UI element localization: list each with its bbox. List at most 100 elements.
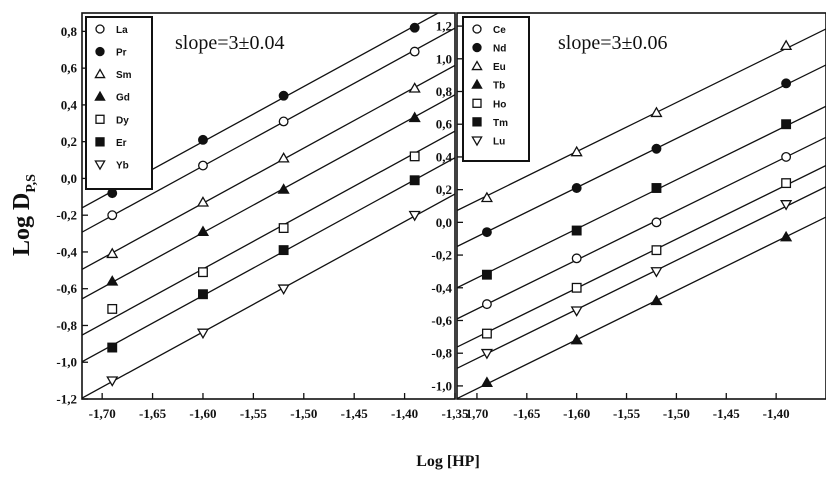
fit-line-ho — [457, 164, 826, 348]
series-ce — [481, 151, 792, 310]
legend-label: Nd — [493, 44, 506, 55]
point-pr — [278, 90, 289, 101]
y-tick-label: 0,2 — [61, 134, 77, 149]
point-lu — [570, 306, 583, 317]
point-lu — [650, 267, 663, 278]
legend-marker-tb — [471, 78, 483, 89]
legend-marker-er — [95, 137, 105, 147]
legend: La Pr Sm Gd Dy Er Yb — [85, 16, 153, 190]
point-la — [198, 160, 208, 171]
legend-marker-la — [95, 24, 105, 34]
point-pr — [198, 134, 208, 145]
series-lu — [480, 200, 793, 360]
y-tick-label: 0,0 — [61, 171, 77, 186]
point-dy — [107, 303, 118, 314]
point-eu — [570, 145, 583, 157]
series-pr — [107, 22, 420, 199]
point-tb — [480, 376, 493, 387]
y-axis-label-subscript: P,S — [24, 174, 39, 193]
point-yb — [277, 284, 290, 295]
legend-marker-eu — [471, 60, 483, 71]
series-tm — [481, 119, 792, 280]
point-er — [278, 245, 289, 256]
point-nd — [481, 227, 492, 238]
x-tick-label: -1,60 — [563, 406, 590, 421]
point-ce — [481, 299, 492, 310]
point-tb — [650, 294, 663, 306]
legend-marker-dy — [95, 114, 105, 124]
fit-line-tb — [457, 216, 826, 399]
legend: Ce Nd Eu Tb Ho Tm Lu — [462, 16, 530, 162]
legend-label: Pr — [116, 48, 127, 59]
legend-marker-ce — [472, 24, 482, 34]
point-lu — [480, 348, 493, 360]
x-tick-label: -1,65 — [139, 406, 167, 421]
y-tick-label: 0,6 — [436, 117, 453, 132]
plot-frame — [81, 12, 456, 400]
legend-marker-ho — [472, 98, 482, 108]
legend-marker-lu — [471, 136, 483, 147]
point-eu — [780, 39, 793, 51]
x-tick-label: -1,60 — [189, 406, 216, 421]
right-panel: -1,0 -0,8 -0,6 -0,4 -0,2 0,0 0,2 0,4 0,6 0,8 1,0 1,… — [431, 12, 826, 421]
point-la — [409, 46, 420, 57]
x-tick-label: 1,70 — [466, 406, 489, 421]
y-tick-label: -0,2 — [56, 208, 77, 223]
legend-box — [85, 16, 153, 190]
point-pr — [409, 22, 420, 33]
legend-label: Sm — [116, 70, 132, 81]
y-tick-label: 0,8 — [61, 24, 78, 39]
y-axis-label: Log DP,S — [9, 174, 39, 256]
point-ho — [651, 245, 662, 256]
point-gd — [277, 183, 290, 194]
series-nd — [481, 78, 792, 238]
point-dy — [198, 267, 208, 278]
legend-label: La — [116, 25, 128, 36]
x-tick-label: -1,55 — [240, 406, 268, 421]
legend-label: Tb — [493, 81, 505, 92]
point-tb — [570, 333, 583, 345]
y-tick-label: -1,0 — [431, 378, 452, 393]
y-tick-label: 1,0 — [436, 51, 452, 66]
x-tick-label: -1,45 — [341, 406, 369, 421]
point-sm — [196, 196, 210, 207]
y-tick-label: 0,4 — [61, 97, 78, 112]
x-axis-label: Log [HP] — [416, 453, 480, 470]
point-dy — [409, 151, 420, 162]
point-ce — [781, 151, 792, 162]
legend-marker-tm — [472, 117, 482, 127]
point-ce — [571, 253, 582, 264]
legend-label: Ho — [493, 99, 506, 110]
y-tick-label: 0,0 — [436, 215, 452, 230]
point-gd — [196, 225, 210, 237]
point-dy — [278, 223, 289, 234]
x-tick-label: -1,65 — [513, 406, 541, 421]
series-yb — [106, 210, 421, 387]
legend-label: Lu — [493, 136, 505, 147]
point-ho — [571, 282, 582, 293]
y-axis-label-main: Log D — [9, 193, 35, 256]
legend-label: Gd — [116, 93, 130, 104]
legend-marker-gd — [94, 90, 106, 101]
point-nd — [571, 183, 582, 193]
series-gd — [106, 111, 421, 286]
series-dy — [107, 151, 420, 314]
point-yb — [196, 328, 210, 340]
point-sm — [106, 247, 119, 259]
point-ho — [781, 178, 792, 189]
point-gd — [408, 111, 421, 123]
x-tick-label: -1,40 — [391, 406, 418, 421]
point-yb — [106, 376, 119, 387]
point-la — [278, 116, 289, 127]
point-nd — [651, 143, 662, 154]
point-tm — [781, 119, 792, 130]
point-nd — [781, 78, 792, 89]
point-eu — [480, 191, 493, 203]
y-tick-label: 0,2 — [436, 182, 452, 197]
x-tick-label: -1,55 — [613, 406, 641, 421]
legend-marker-pr — [95, 46, 105, 57]
legend-marker-sm — [94, 68, 106, 79]
point-tb — [780, 230, 793, 242]
y-tick-label: 0,4 — [436, 149, 453, 164]
y-tick-label: -0,4 — [431, 280, 452, 295]
